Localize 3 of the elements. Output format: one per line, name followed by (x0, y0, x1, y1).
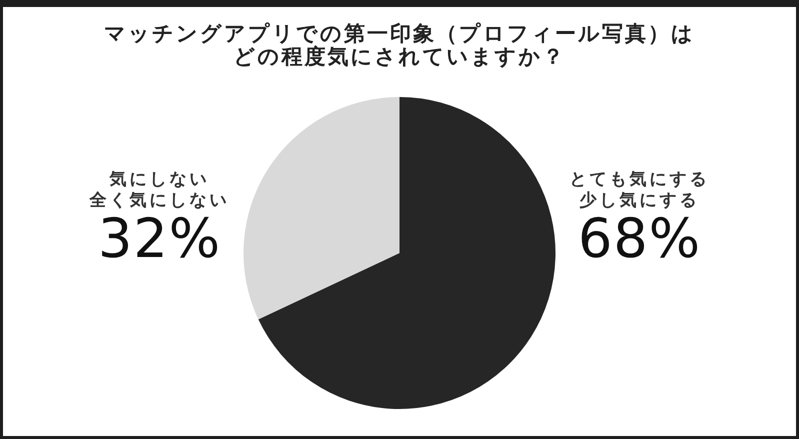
slice-label: 気にしない全く気にしない (88, 169, 230, 210)
slice-label: とても気にする少し気にする (570, 169, 710, 210)
chart-title: マッチングアプリでの第一印象（プロフィール写真）はどの程度気にされていますか？ (104, 21, 695, 68)
